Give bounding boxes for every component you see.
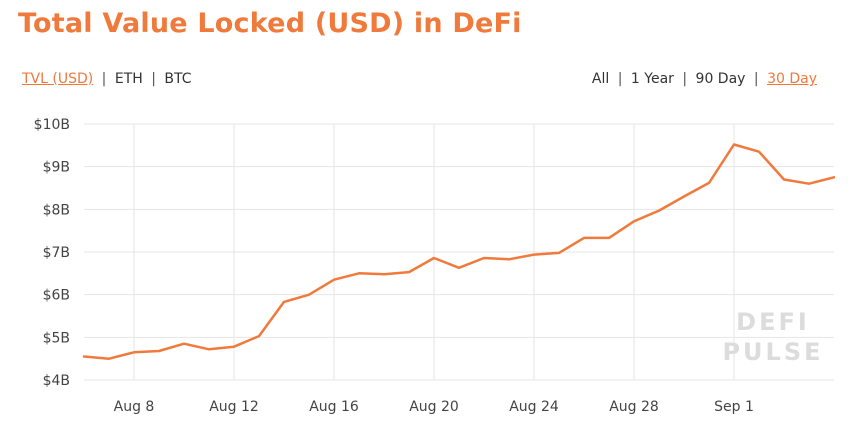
range-30-day[interactable]: 30 Day (767, 71, 817, 87)
data-point[interactable] (306, 292, 312, 298)
data-point[interactable] (681, 194, 687, 200)
x-tick-label: Aug 16 (309, 399, 359, 415)
data-point[interactable] (431, 255, 437, 261)
data-point[interactable] (206, 346, 212, 352)
separator: | (101, 71, 107, 87)
range-toggle-group: All | 1 Year | 90 Day | 30 Day (592, 71, 817, 87)
data-point[interactable] (181, 341, 187, 347)
y-tick-label: $5B (43, 330, 70, 346)
series-group (81, 141, 837, 362)
data-point[interactable] (531, 252, 537, 258)
data-point[interactable] (381, 271, 387, 277)
data-point[interactable] (131, 349, 137, 355)
x-tick-label: Aug 12 (209, 399, 259, 415)
range-90-day[interactable]: 90 Day (695, 71, 746, 87)
y-axis: $4B $5B $6B $7B $8B $9B $10B (34, 117, 70, 389)
data-point[interactable] (556, 250, 562, 256)
y-tick-label: $4B (43, 373, 70, 389)
y-tick-label: $6B (43, 288, 70, 304)
chart-grid (84, 123, 834, 381)
data-point[interactable] (631, 218, 637, 224)
range-all[interactable]: All (591, 71, 610, 87)
data-point[interactable] (481, 255, 487, 261)
watermark-line-1: DEFI (736, 308, 810, 336)
defi-pulse-watermark: DEFI PULSE (722, 308, 823, 366)
toggle-tvl-usd[interactable]: TVL (USD) (22, 71, 94, 87)
separator: | (617, 71, 623, 87)
tvl-series-line (82, 143, 836, 360)
x-tick-label: Aug 8 (114, 399, 155, 415)
data-point[interactable] (706, 180, 712, 186)
data-point[interactable] (231, 344, 237, 350)
x-tick-label: Aug 24 (509, 399, 559, 415)
data-point[interactable] (356, 270, 362, 276)
data-point[interactable] (331, 277, 337, 283)
y-tick-label: $10B (34, 117, 70, 133)
watermark-line-2: PULSE (722, 338, 823, 366)
separator: | (753, 71, 759, 87)
separator: | (151, 71, 156, 87)
y-tick-label: $8B (43, 202, 70, 218)
unit-toggle-group: TVL (USD) | ETH | BTC (22, 71, 192, 87)
data-point[interactable] (731, 141, 737, 147)
separator: | (682, 71, 688, 87)
data-point[interactable] (256, 333, 262, 339)
data-point[interactable] (781, 176, 787, 182)
data-point[interactable] (406, 269, 412, 275)
page-title: Total Value Locked (USD) in DeFi (18, 8, 522, 39)
data-point[interactable] (281, 299, 287, 305)
data-point[interactable] (806, 181, 812, 187)
data-point[interactable] (81, 354, 87, 360)
data-point[interactable] (506, 256, 512, 262)
toggle-eth[interactable]: ETH (114, 71, 143, 87)
x-axis: Aug 8 Aug 12 Aug 16 Aug 20 Aug 24 Aug 28 Sep 1 (114, 399, 754, 415)
data-point[interactable] (656, 208, 662, 214)
data-point[interactable] (106, 356, 112, 362)
data-point[interactable] (606, 235, 612, 241)
data-point[interactable] (581, 235, 587, 241)
data-point[interactable] (756, 149, 762, 155)
y-tick-label: $7B (43, 245, 70, 261)
toggle-btc[interactable]: BTC (164, 71, 192, 87)
data-point[interactable] (156, 348, 162, 354)
data-point[interactable] (831, 174, 837, 180)
data-point[interactable] (456, 265, 462, 271)
x-tick-label: Aug 20 (409, 399, 459, 415)
range-1-year[interactable]: 1 Year (630, 71, 674, 87)
x-tick-label: Sep 1 (714, 399, 754, 415)
y-tick-label: $9B (43, 160, 70, 176)
x-tick-label: Aug 28 (609, 399, 659, 415)
